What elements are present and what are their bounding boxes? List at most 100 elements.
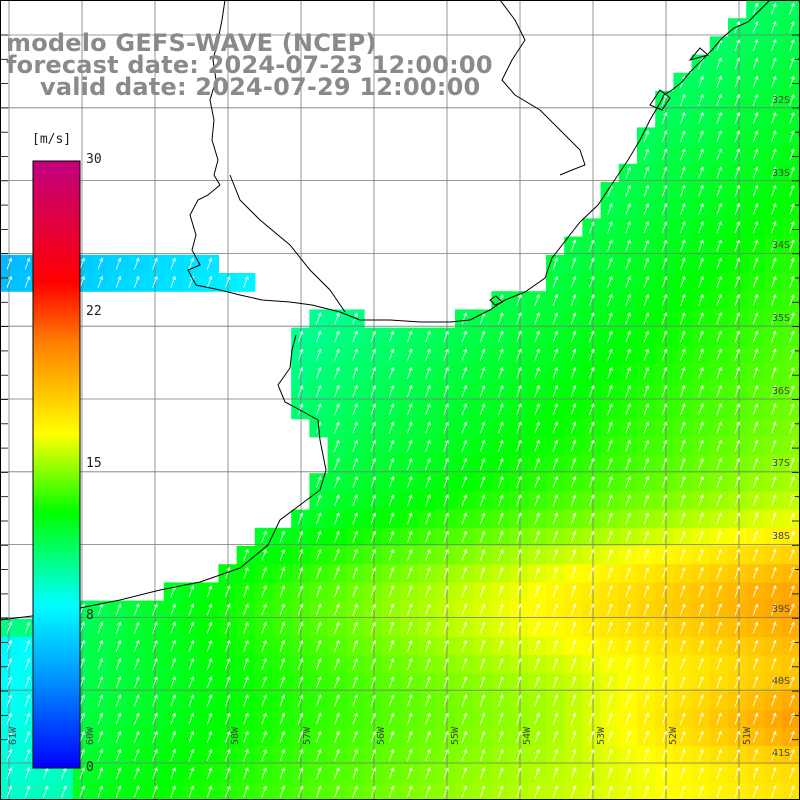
wind-arrow-head [390, 712, 395, 717]
wind-arrow [479, 476, 485, 489]
wind-arrow-head [772, 512, 777, 517]
wind-arrow-head [590, 439, 595, 444]
wind-arrow [698, 549, 704, 561]
wind-arrow [570, 403, 576, 416]
wind-arrow [716, 39, 722, 52]
wind-arrow [752, 112, 758, 125]
wind-arrow [607, 767, 613, 780]
wind-arrow [279, 694, 285, 707]
wind-arrow [643, 385, 649, 398]
wind-arrow-head [372, 767, 377, 772]
wind-arrow [370, 512, 376, 525]
wind-arrow-head [699, 712, 704, 717]
wind-arrow [789, 713, 795, 725]
wind-arrow [170, 767, 176, 780]
wind-arrow-head [317, 475, 322, 481]
wind-arrow-head [754, 75, 759, 80]
wind-arrow [643, 767, 649, 780]
wind-arrow [6, 258, 12, 270]
wind-arrow-head [426, 330, 431, 335]
wind-arrow-head [718, 148, 722, 153]
wind-arrow [498, 458, 503, 470]
wind-arrow-head [299, 403, 304, 408]
wind-arrow [625, 330, 631, 343]
wind-arrow-head [81, 621, 85, 626]
wind-arrow-head [317, 767, 322, 772]
wind-arrow-head [699, 621, 704, 626]
wind-arrow-head [645, 639, 650, 644]
wind-arrow [188, 767, 194, 780]
wind-arrow [461, 749, 467, 762]
wind-arrow [661, 640, 667, 652]
wind-arrow-head [790, 585, 795, 590]
wind-arrow [734, 494, 740, 507]
wind-arrow [570, 676, 576, 689]
wind-arrow-head [645, 202, 650, 208]
wind-arrow [498, 494, 503, 507]
wind-arrow [643, 749, 649, 762]
wind-arrow-head [681, 421, 686, 426]
wind-arrow-head [645, 767, 650, 772]
wind-arrow [752, 76, 758, 88]
wind-arrow-head [190, 257, 195, 262]
wind-arrow-head [390, 348, 395, 353]
wind-arrow-head [536, 767, 540, 772]
wind-arrow [516, 458, 522, 470]
wind-arrow [516, 421, 522, 434]
wind-arrow [789, 3, 795, 15]
wind-arrow-head [754, 330, 759, 335]
wind-arrow-head [517, 767, 522, 772]
wind-arrow-head [754, 39, 759, 44]
wind-arrow [479, 367, 485, 379]
wind-arrow [552, 258, 558, 270]
wind-arrow-head [26, 767, 31, 772]
wind-arrow [316, 367, 321, 379]
wind-arrow [570, 258, 576, 270]
wind-arrow [498, 312, 503, 325]
wind-arrow [297, 603, 303, 616]
wind-arrow-head [572, 712, 577, 717]
wind-arrow-head [772, 148, 777, 153]
wind-arrow-head [736, 566, 741, 572]
wind-arrow-head [190, 694, 195, 699]
wind-arrow-head [481, 712, 486, 717]
wind-arrow-head [736, 548, 741, 553]
wind-arrow-head [299, 694, 304, 699]
wind-arrow [479, 421, 485, 434]
wind-arrow-head [372, 676, 377, 681]
wind-arrow [643, 694, 649, 707]
wind-arrow-head [463, 548, 468, 553]
wind-arrow-head [226, 621, 231, 626]
wind-arrow-head [481, 548, 486, 553]
wind-arrow [752, 713, 758, 725]
wind-arrow [680, 185, 685, 197]
wind-arrow [643, 148, 649, 161]
wind-arrow-head [208, 748, 213, 754]
wind-arrow-head [135, 621, 140, 626]
wind-arrow [461, 494, 467, 507]
wind-arrow [552, 622, 558, 634]
wind-arrow-head [481, 767, 486, 772]
wind-arrow [206, 658, 212, 671]
wind-arrow-head [754, 148, 759, 153]
wind-arrow-head [317, 512, 322, 517]
wind-arrow-head [536, 293, 540, 299]
wind-arrow-head [372, 548, 377, 553]
wind-arrow [516, 603, 522, 616]
wind-arrow [643, 785, 649, 798]
wind-arrow [589, 713, 594, 725]
wind-arrow [552, 603, 558, 616]
wind-arrow-head [463, 366, 468, 371]
wind-arrow-head [790, 130, 795, 135]
wind-arrow-head [263, 566, 267, 572]
wind-arrow-head [627, 530, 631, 535]
wind-arrow [625, 585, 631, 598]
wind-arrow [625, 658, 631, 671]
wind-arrow [607, 512, 613, 525]
wind-arrow [225, 676, 230, 689]
wind-arrow-head [299, 512, 304, 517]
wind-arrow [134, 785, 139, 798]
wind-arrow [734, 21, 740, 34]
wind-arrow-head [263, 694, 267, 699]
wind-arrow [661, 349, 667, 361]
